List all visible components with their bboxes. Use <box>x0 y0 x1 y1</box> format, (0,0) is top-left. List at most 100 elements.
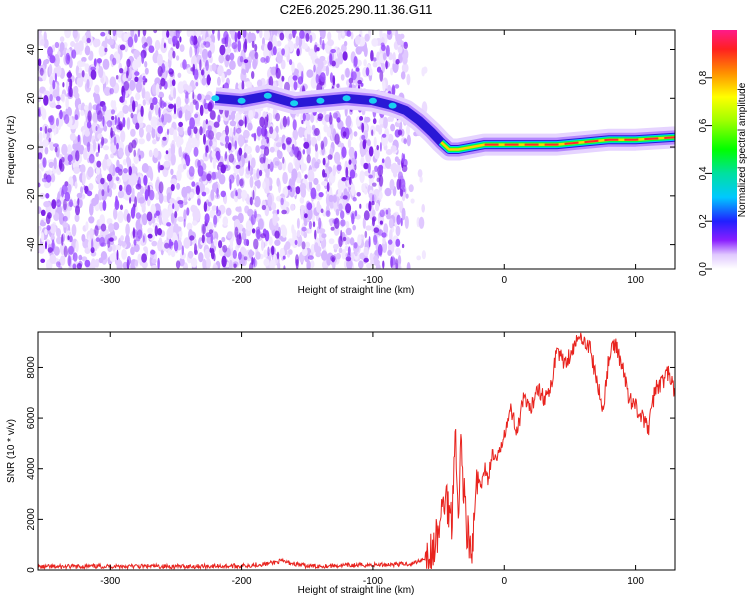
noise-speckle <box>158 192 164 204</box>
noise-speckle <box>119 150 124 157</box>
noise-speckle <box>87 141 91 153</box>
noise-speckle <box>217 76 221 87</box>
noise-speckle <box>351 213 355 225</box>
noise-speckle <box>256 229 261 240</box>
noise-speckle <box>148 149 153 158</box>
noise-speckle <box>405 193 409 199</box>
noise-speckle <box>384 187 392 197</box>
noise-speckle <box>189 191 194 199</box>
noise-speckle <box>229 30 236 35</box>
noise-speckle <box>179 257 185 267</box>
noise-speckle <box>38 227 41 237</box>
noise-speckle <box>396 214 401 225</box>
spectrogram-x-tick-label: -200 <box>232 275 252 286</box>
noise-speckle <box>191 35 194 42</box>
noise-speckle <box>319 36 322 46</box>
noise-speckle <box>392 52 396 65</box>
noise-speckle <box>381 133 387 138</box>
noise-speckle <box>53 157 57 170</box>
noise-speckle <box>49 55 56 64</box>
noise-speckle <box>102 158 108 171</box>
noise-speckle <box>379 220 383 225</box>
noise-speckle <box>197 165 204 177</box>
noise-speckle <box>354 150 358 160</box>
noise-speckle <box>115 166 120 173</box>
noise-speckle <box>90 258 96 269</box>
noise-speckle <box>145 124 153 134</box>
noise-speckle <box>100 251 107 260</box>
noise-speckle <box>319 55 326 62</box>
noise-speckle <box>352 224 357 231</box>
noise-speckle <box>50 224 57 234</box>
noise-speckle <box>49 75 54 86</box>
noise-speckle <box>401 164 408 173</box>
noise-speckle <box>252 189 255 200</box>
noise-speckle <box>243 256 248 261</box>
noise-speckle <box>179 36 182 43</box>
colorbar-tick-label: 0.2 <box>698 214 709 228</box>
noise-speckle <box>235 190 238 197</box>
noise-speckle <box>338 203 343 212</box>
noise-speckle <box>382 237 386 245</box>
noise-speckle <box>118 110 125 119</box>
noise-speckle <box>385 60 388 70</box>
noise-speckle <box>126 156 130 164</box>
noise-speckle <box>238 119 244 127</box>
noise-speckle <box>249 175 254 188</box>
noise-speckle <box>237 30 242 40</box>
noise-speckle <box>327 31 332 41</box>
noise-speckle <box>38 206 42 214</box>
noise-speckle <box>225 142 229 149</box>
noise-speckle <box>275 142 282 148</box>
noise-speckle <box>394 84 400 89</box>
noise-speckle <box>397 171 403 181</box>
noise-speckle <box>241 189 245 202</box>
noise-speckle <box>158 107 161 118</box>
noise-speckle <box>261 125 265 136</box>
noise-speckle <box>130 112 134 119</box>
noise-speckle <box>52 89 60 99</box>
noise-speckle <box>296 48 300 57</box>
noise-speckle <box>172 203 175 210</box>
noise-speckle <box>360 82 364 87</box>
noise-speckle <box>417 169 423 178</box>
noise-speckle <box>323 124 329 133</box>
noise-speckle <box>111 244 116 252</box>
noise-speckle <box>372 217 375 227</box>
noise-speckle <box>80 186 84 195</box>
noise-speckle <box>155 83 160 97</box>
ridge-core-red <box>484 136 675 146</box>
noise-speckle <box>365 225 372 231</box>
noise-speckle <box>211 150 217 159</box>
noise-speckle <box>122 117 126 128</box>
noise-speckle <box>94 225 99 237</box>
noise-speckle <box>306 154 311 164</box>
noise-speckle <box>162 136 167 141</box>
noise-speckle <box>203 201 208 212</box>
noise-speckle <box>317 59 324 70</box>
noise-speckle <box>305 113 311 121</box>
noise-speckle <box>181 186 188 198</box>
noise-speckle <box>400 71 406 80</box>
noise-speckle <box>192 99 197 105</box>
noise-speckle <box>259 116 265 128</box>
noise-speckle <box>120 235 124 242</box>
noise-speckle <box>261 239 264 252</box>
noise-speckle <box>116 142 119 150</box>
noise-speckle <box>89 127 93 140</box>
ridge-blob <box>263 92 272 99</box>
noise-speckle <box>168 238 172 249</box>
noise-speckle <box>343 40 348 47</box>
noise-speckle <box>210 189 215 201</box>
noise-speckle <box>396 38 403 46</box>
noise-speckle <box>155 210 161 216</box>
noise-speckle <box>49 102 57 108</box>
noise-speckle <box>60 94 65 101</box>
noise-speckle <box>207 201 212 207</box>
noise-speckle <box>126 58 131 68</box>
noise-speckle <box>198 252 204 263</box>
noise-speckle <box>378 119 384 125</box>
noise-speckle <box>338 247 343 254</box>
noise-speckle <box>138 197 145 204</box>
